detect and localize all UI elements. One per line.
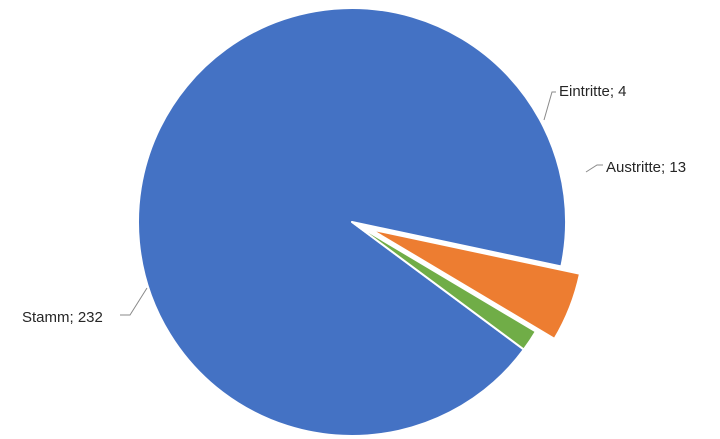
data-label-eintritte: Eintritte; 4 xyxy=(559,83,627,100)
pie-slice-eintritte xyxy=(351,221,537,351)
pie-slices xyxy=(136,7,581,437)
leader-line-eintritte xyxy=(543,91,556,121)
leader-line-stamm xyxy=(120,287,148,316)
data-label-stamm: Stamm; 232 xyxy=(22,309,103,326)
leader-line-austritte xyxy=(585,164,603,173)
pie-slice-austritte xyxy=(369,228,581,340)
data-label-austritte: Austritte; 13 xyxy=(606,159,686,176)
pie-labels: Stamm; 232 Eintritte; 4 Austritte; 13 xyxy=(22,83,686,326)
